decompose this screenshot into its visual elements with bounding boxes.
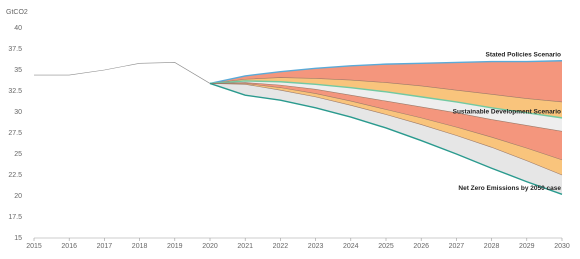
series-line	[209, 82, 563, 132]
x-tick-label: 2022	[273, 243, 289, 250]
series-line	[209, 82, 563, 195]
x-tick-label: 2017	[97, 243, 113, 250]
x-tick-label: 2025	[378, 243, 394, 250]
band	[210, 60, 562, 102]
series-line	[34, 62, 211, 84]
series-label: Stated Policies Scenario	[485, 51, 561, 58]
series-label: Net Zero Emissions by 2050 case	[458, 185, 561, 192]
series-line	[209, 60, 563, 85]
y-tick-label: 32.5	[8, 88, 22, 95]
band	[210, 82, 562, 160]
y-tick-label: 17.5	[8, 214, 22, 221]
x-tick-label: 2024	[343, 243, 359, 250]
series-line	[210, 83, 563, 161]
series-line	[209, 77, 563, 103]
y-tick-label: 20	[14, 193, 22, 200]
y-axis-label: GtCO2	[6, 9, 28, 16]
lines	[34, 60, 563, 195]
x-tick-label: 2026	[413, 243, 429, 250]
series-label: Sustainable Development Scenario	[453, 109, 561, 116]
series-line	[209, 80, 563, 119]
x-tick-label: 2023	[308, 243, 324, 250]
y-tick-label: 30	[14, 109, 22, 116]
y-tick-label: 40	[14, 25, 22, 32]
y-tick-label: 37.5	[8, 46, 22, 53]
series-line	[209, 83, 563, 176]
x-tick-label: 2021	[237, 243, 253, 250]
x-tick-label: 2029	[519, 243, 535, 250]
x-tick-label: 2028	[484, 243, 500, 250]
y-tick-label: 35	[14, 67, 22, 74]
x-tick-label: 2020	[202, 243, 218, 250]
x-tick-label: 2019	[167, 243, 183, 250]
y-tick-label: 25	[14, 151, 22, 158]
y-tick-label: 27.5	[8, 130, 22, 137]
x-tick-label: 2027	[449, 243, 465, 250]
y-tick-label: 22.5	[8, 172, 22, 179]
x-tick-label: 2015	[26, 243, 42, 250]
band	[210, 77, 562, 118]
x-tick-label: 2016	[61, 243, 77, 250]
x-tick-label: 2018	[132, 243, 148, 250]
x-tick-label: 2030	[554, 243, 570, 250]
y-tick-label: 15	[14, 235, 22, 242]
